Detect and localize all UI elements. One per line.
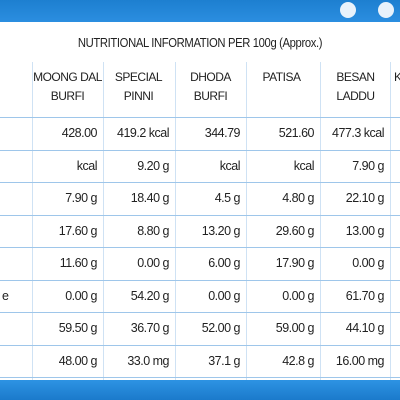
table-cell: 17.60 g — [58, 223, 98, 238]
icon[interactable] — [378, 2, 394, 18]
row-divider — [0, 149, 400, 151]
row-divider — [0, 377, 400, 378]
table-cell: 59.00 g — [275, 321, 315, 335]
table-cell: 17.90 g — [275, 256, 315, 270]
bottom-bar — [0, 380, 400, 400]
table-cell: 7.90 g — [352, 158, 384, 173]
table-cell: 13.00 g — [345, 223, 385, 238]
table-cell: 344.79 — [204, 126, 241, 140]
header-divider — [0, 117, 400, 118]
table-cell: 4.80 g — [282, 191, 314, 205]
table-cell: 54.20 g — [130, 288, 170, 303]
table-cell: 0.00 g — [137, 256, 169, 270]
column-header: BESAN LADDU — [336, 70, 375, 103]
table-cell: 419.2 kcal — [117, 126, 169, 140]
table-cell: 44.10 g — [345, 321, 385, 335]
table-cell: 8.80 g — [137, 223, 169, 238]
column-header: K — [394, 70, 400, 84]
row-divider — [0, 344, 400, 346]
column-divider — [103, 62, 104, 380]
column-divider — [390, 62, 391, 380]
column-header: PATISA — [262, 70, 301, 84]
row-divider — [0, 279, 400, 281]
column-divider — [175, 62, 176, 380]
table-cell: 0.00 g — [282, 288, 314, 303]
row-divider — [0, 214, 400, 216]
table-cell: kcal — [219, 158, 241, 173]
table-cell: 37.1 g — [208, 353, 240, 368]
table-cell: 521.60 — [278, 126, 315, 140]
table-cell: 33.0 mg — [127, 353, 169, 368]
table-cell: 22.10 g — [345, 191, 385, 205]
row-divider — [0, 247, 400, 248]
table-cell: 9.20 g — [137, 158, 169, 173]
table-cell: 59.50 g — [58, 321, 98, 335]
row-label: e — [2, 288, 9, 303]
table-cell: 4.5 g — [214, 191, 241, 205]
row-divider — [0, 182, 400, 183]
table-cell: kcal — [293, 158, 315, 173]
table-cell: 0.00 g — [352, 256, 384, 270]
table-cell: 61.70 g — [345, 288, 385, 303]
column-header: MOONG DAL BURFI — [33, 70, 102, 103]
table-cell: 16.00 mg — [335, 353, 385, 368]
column-header: SPECIAL PINNI — [114, 70, 163, 103]
table-cell: 29.60 g — [275, 223, 315, 238]
table-cell: 428.00 — [61, 126, 98, 140]
table-cell: 52.00 g — [201, 321, 241, 335]
table-cell: 42.8 g — [282, 353, 314, 368]
column-divider — [246, 62, 247, 380]
table-cell: 477.3 kcal — [332, 126, 384, 140]
table-cell: 13.20 g — [201, 223, 241, 238]
table-title: NUTRITIONAL INFORMATION PER 100g (Approx… — [77, 36, 323, 50]
top-bar — [0, 0, 400, 22]
row-divider — [0, 312, 400, 313]
table-cell: 11.60 g — [59, 256, 98, 270]
column-header: DHODA BURFI — [190, 70, 231, 103]
column-divider — [320, 62, 321, 380]
table-cell: 36.70 g — [130, 321, 170, 335]
table-cell: 48.00 g — [58, 353, 98, 368]
table-cell: 0.00 g — [65, 288, 97, 303]
table-cell: 6.00 g — [208, 256, 240, 270]
column-divider — [32, 62, 33, 380]
table-cell: 7.90 g — [65, 191, 97, 205]
icon[interactable] — [340, 2, 356, 18]
table-cell: kcal — [76, 158, 98, 173]
table-cell: 0.00 g — [208, 288, 240, 303]
table-cell: 18.40 g — [130, 191, 170, 205]
